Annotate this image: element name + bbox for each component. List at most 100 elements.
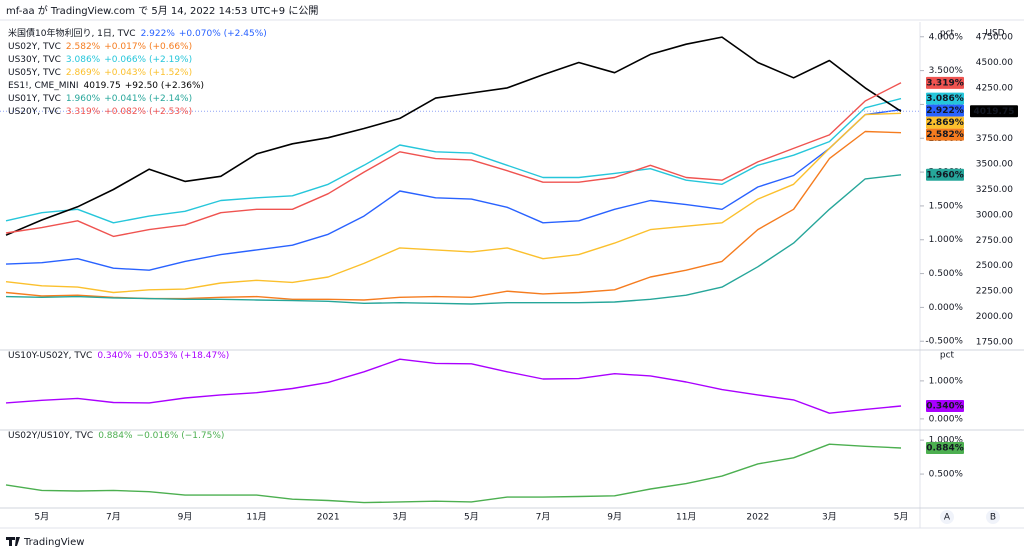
legend-name: US10Y-US02Y, TVC xyxy=(8,351,92,361)
price-label: 0.340% xyxy=(926,401,964,411)
legend-name: US30Y, TVC xyxy=(8,55,61,65)
x-tick-label: 5月 xyxy=(464,512,479,523)
legend-name: US01Y, TVC xyxy=(8,94,61,104)
legend-change: +0.043% (+1.52%) xyxy=(104,68,192,78)
button-bg[interactable] xyxy=(940,510,954,524)
price-label-box xyxy=(926,104,964,117)
price-label: 3.319% xyxy=(926,78,964,88)
y-tick-label: 1.000% xyxy=(929,235,964,245)
logo xyxy=(6,537,20,546)
y-tick-label: 1.500% xyxy=(929,201,964,211)
y2-tick-label: 2250.00 xyxy=(976,287,1013,297)
legend-value: 3.319% xyxy=(66,107,101,117)
x-tick-label: 9月 xyxy=(607,512,622,523)
series-line xyxy=(5,97,902,224)
series-line xyxy=(5,174,902,305)
x-tick-label: 7月 xyxy=(106,512,121,523)
price-label: 2.582% xyxy=(926,130,964,140)
legend-change: +0.053% (+18.47%) xyxy=(136,351,230,361)
price-label: 4019.75 xyxy=(974,107,1015,117)
legend-name: US02Y/US10Y, TVC xyxy=(8,431,93,441)
legend-entry: ES1!, CME_MINI 4019.75 +92.50 (+2.36%) xyxy=(8,81,204,91)
legend-entry: US05Y, TVC 2.869% +0.043% (+1.52%) xyxy=(8,68,192,78)
x-tick-label: 9月 xyxy=(178,512,193,523)
x-tick-label: 3月 xyxy=(392,512,407,523)
button-a[interactable]: A xyxy=(944,513,951,523)
price-label-box xyxy=(926,128,964,141)
price-label-box xyxy=(970,105,1018,118)
legend-name: US05Y, TVC xyxy=(8,68,61,78)
legend-entry: US02Y/US10Y, TVC 0.884% −0.016% (−1.75%) xyxy=(8,431,224,441)
price-label-box xyxy=(926,168,964,181)
price-label-box xyxy=(926,116,964,129)
legend-value: 2.582% xyxy=(66,42,101,52)
price-label: 3.086% xyxy=(926,94,964,104)
legend-entry: US30Y, TVC 3.086% +0.066% (+2.19%) xyxy=(8,55,192,65)
y2-tick-label: 2750.00 xyxy=(976,236,1013,246)
y-tick-label: 4.000% xyxy=(929,32,964,42)
x-tick-label: 5月 xyxy=(34,512,49,523)
price-label-box xyxy=(926,442,964,455)
button-b[interactable]: B xyxy=(990,513,996,523)
legend-value: 3.086% xyxy=(66,55,101,65)
series-line xyxy=(5,36,902,236)
price-label: 0.884% xyxy=(926,444,964,454)
price-label: 2.869% xyxy=(926,118,964,128)
legend-name: ES1!, CME_MINI xyxy=(8,81,79,91)
x-tick-label: 2022 xyxy=(746,513,769,523)
x-tick-label: 3月 xyxy=(822,512,837,523)
x-tick-label: 11月 xyxy=(676,512,696,523)
y-tick-label: 1.000% xyxy=(929,376,964,386)
y2-tick-label: 3250.00 xyxy=(976,185,1013,195)
y2-tick-label: 2000.00 xyxy=(976,312,1013,322)
legend-value: 2.869% xyxy=(66,68,101,78)
legend-name: US20Y, TVC xyxy=(8,107,61,117)
y2-tick-label: 1750.00 xyxy=(976,337,1013,347)
legend-entry: US01Y, TVC 1.960% +0.041% (+2.14%) xyxy=(8,94,192,104)
axis-title: pct xyxy=(940,351,955,361)
x-tick-label: 7月 xyxy=(536,512,551,523)
y-tick-label: 0.500% xyxy=(929,269,964,279)
price-label-box xyxy=(926,399,964,412)
legend-name: US02Y, TVC xyxy=(8,42,61,52)
legend-change: +92.50 (+2.36%) xyxy=(125,81,204,91)
price-label-box xyxy=(926,92,964,105)
x-tick-label: 5月 xyxy=(894,512,909,523)
legend-value: 0.884% xyxy=(98,431,133,441)
price-label: 1.960% xyxy=(926,170,964,180)
series-line xyxy=(5,443,902,504)
legend-change: −0.016% (−1.75%) xyxy=(137,431,225,441)
y-tick-label: 0.500% xyxy=(929,470,964,480)
series-line xyxy=(5,82,902,238)
y2-tick-label: 2500.00 xyxy=(976,261,1013,271)
legend-entry: 米国債10年物利回り, 1日, TVC 2.922% +0.070% (+2.45%… xyxy=(8,27,267,39)
y2-tick-label: 3000.00 xyxy=(976,210,1013,220)
legend-value: 1.960% xyxy=(66,94,101,104)
legend-entry: US10Y-US02Y, TVC 0.340% +0.053% (+18.47%) xyxy=(8,351,229,361)
y-tick-label: 0.000% xyxy=(929,303,964,313)
price-label: 2.922% xyxy=(926,106,964,116)
legend-entry: US02Y, TVC 2.582% +0.017% (+0.66%) xyxy=(8,42,192,52)
legend-name: 米国債10年物利回り, 1日, TVC xyxy=(8,27,136,39)
y2-tick-label: 4500.00 xyxy=(976,58,1013,68)
legend-change: +0.017% (+0.66%) xyxy=(104,42,192,52)
y2-tick-label: 3750.00 xyxy=(976,134,1013,144)
series-line xyxy=(5,112,902,294)
axis-title: USD xyxy=(985,29,1004,39)
button-bg[interactable] xyxy=(986,510,1000,524)
series-line xyxy=(5,358,902,414)
y2-tick-label: 4250.00 xyxy=(976,83,1013,93)
legend-value: 4019.75 xyxy=(84,81,121,91)
y-tick-label: 0.000% xyxy=(929,414,964,424)
y2-tick-label: 4750.00 xyxy=(976,33,1013,43)
legend-value: 0.340% xyxy=(97,351,132,361)
footer-brand: TradingView xyxy=(23,537,84,548)
legend-change: +0.070% (+2.45%) xyxy=(179,29,267,39)
axis-title: pct xyxy=(940,29,955,39)
series-line xyxy=(5,109,902,271)
y-tick-label: 3.500% xyxy=(929,66,964,76)
legend-entry: US20Y, TVC 3.319% +0.082% (+2.53%) xyxy=(8,107,192,117)
price-label-box xyxy=(926,76,964,89)
